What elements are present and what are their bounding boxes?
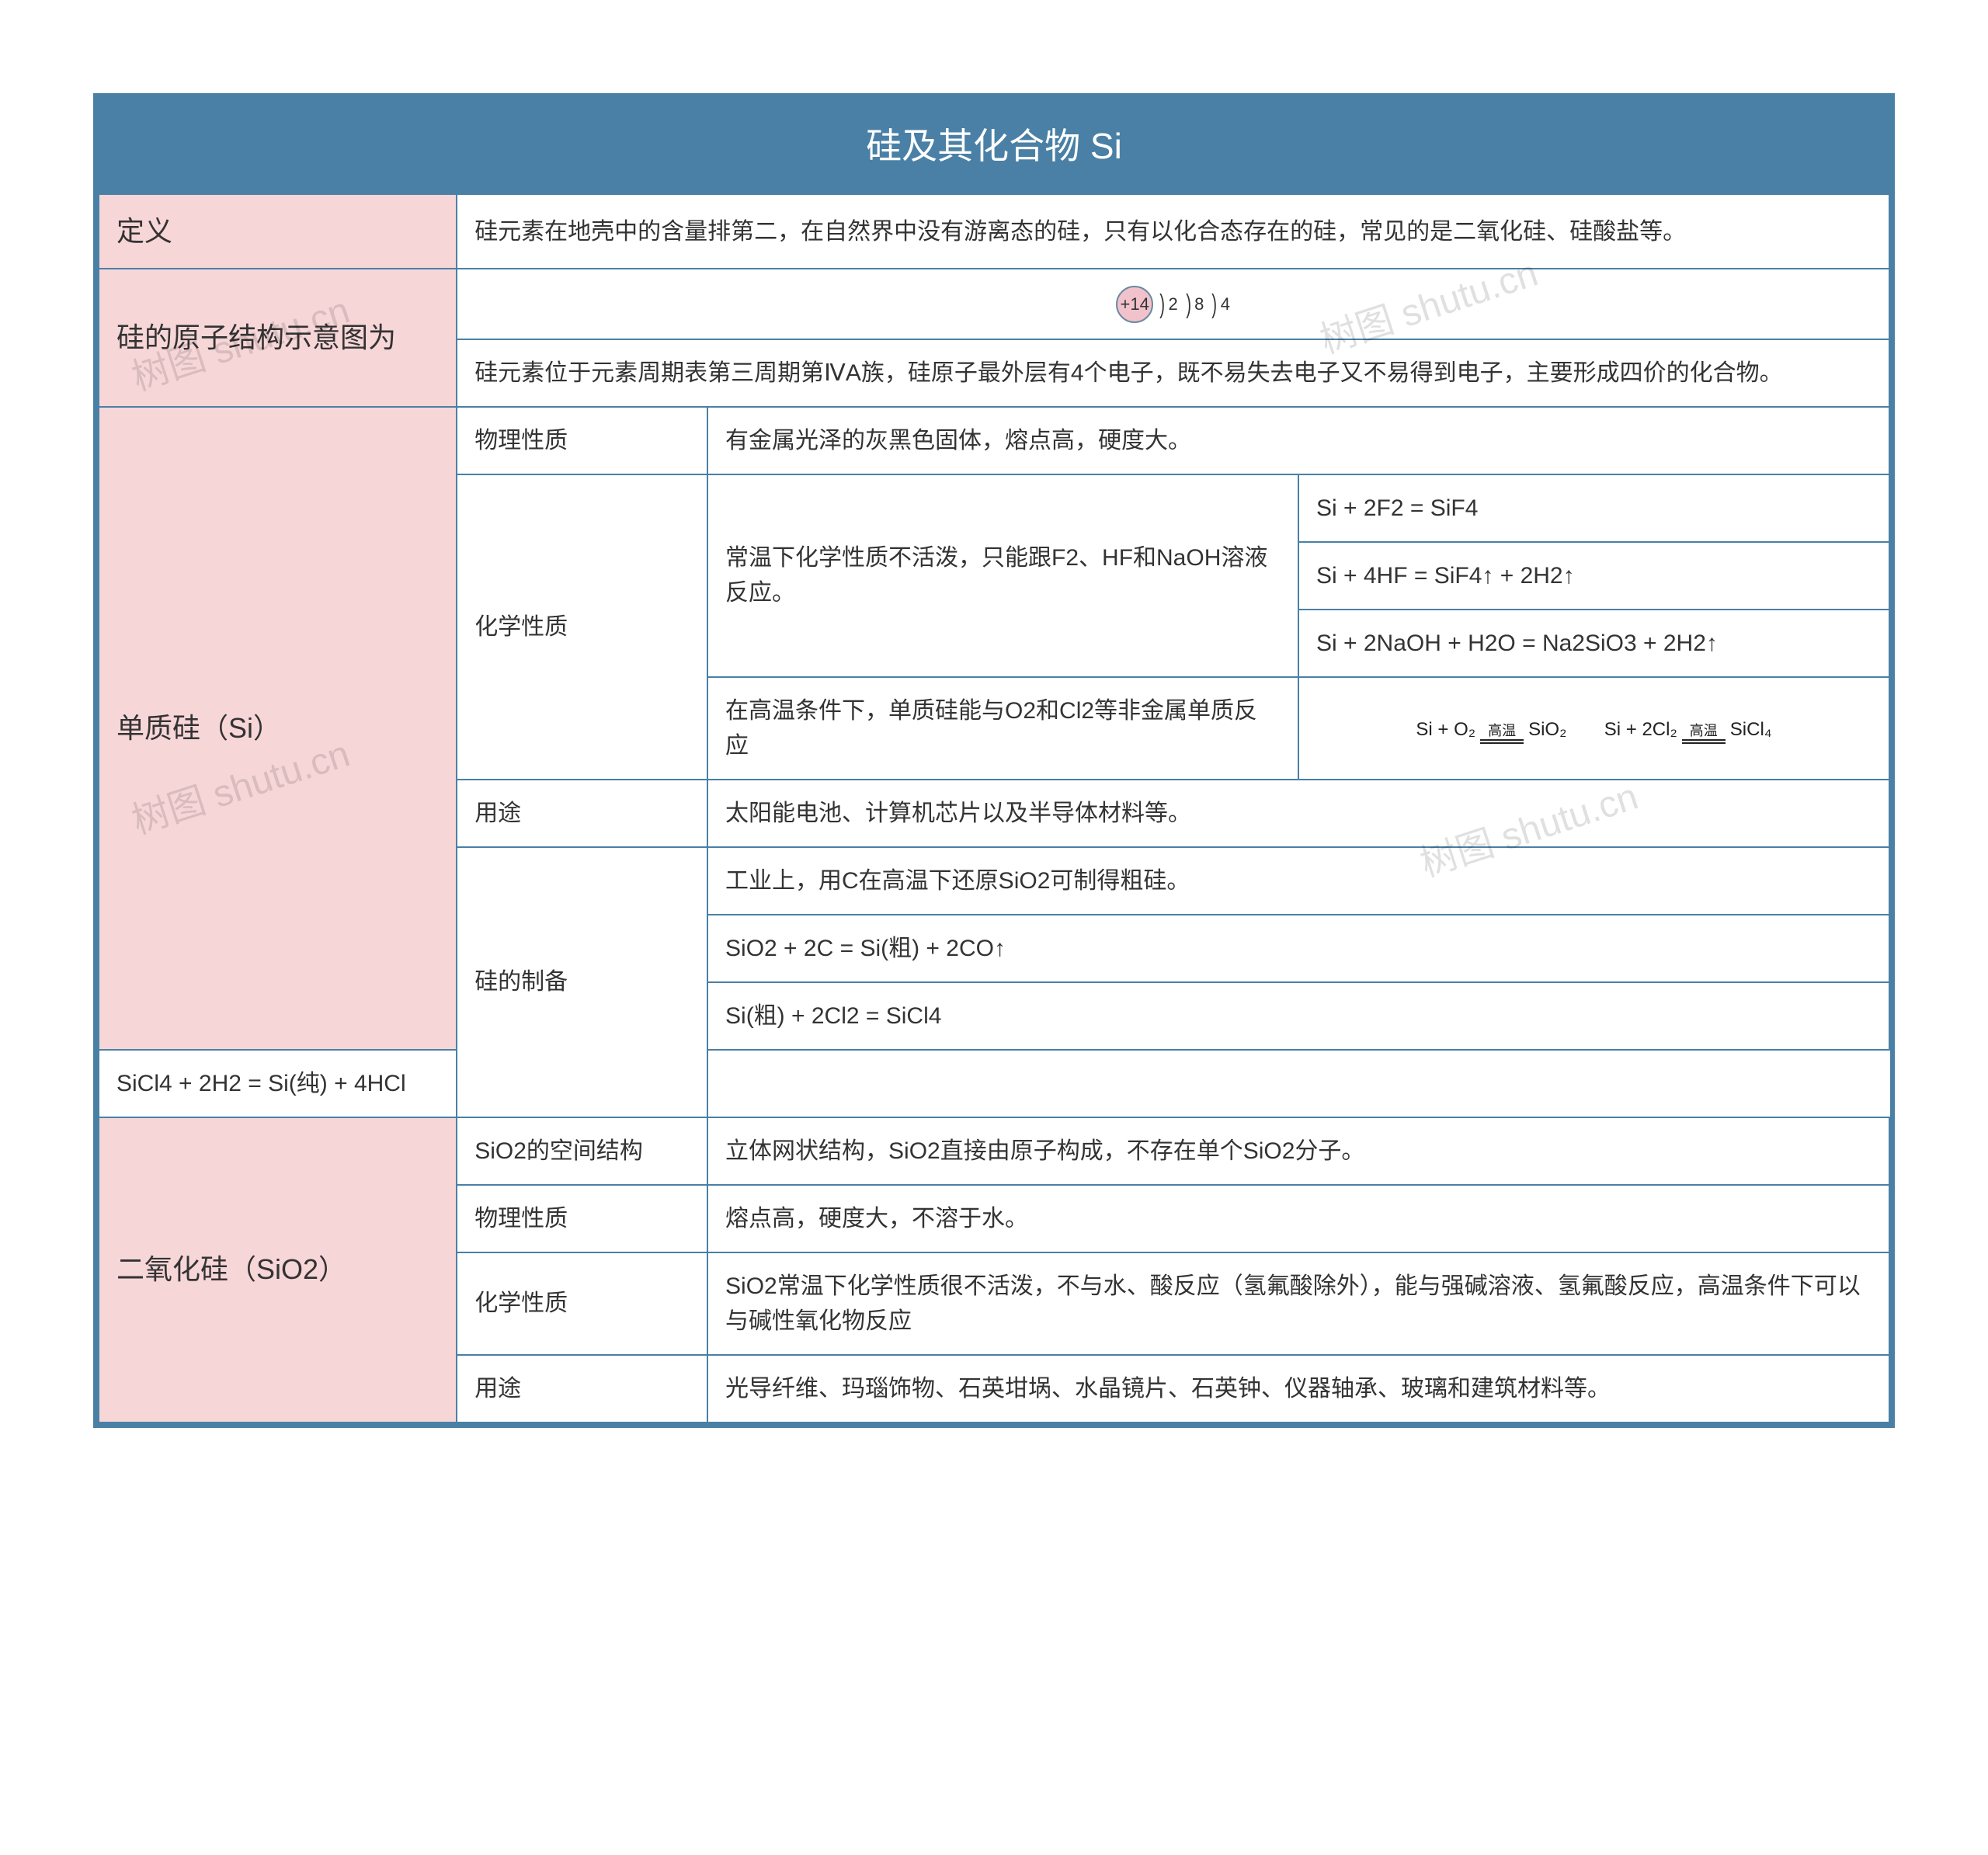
ht-eq2-rhs: SiCl₄ bbox=[1730, 716, 1772, 744]
atom-diagram-cell: +14 )2 )8 )4 bbox=[457, 269, 1889, 339]
sub-si-chemical: 化学性质 bbox=[457, 474, 707, 780]
sub-sio2-chemical: 化学性质 bbox=[457, 1252, 707, 1355]
content-sio2-structure: 立体网状结构，SiO2直接由原子构成，不存在单个SiO2分子。 bbox=[707, 1117, 1889, 1185]
shell-arc-icon: ) bbox=[1159, 291, 1165, 318]
shell-arc-icon: ) bbox=[1186, 291, 1191, 318]
si-prep-4: SiCl4 + 2H2 = Si(纯) + 4HCl bbox=[99, 1050, 707, 1117]
shell-2: 8 bbox=[1194, 291, 1204, 317]
ht-eq1-rhs: SiO₂ bbox=[1528, 716, 1566, 744]
content-si-use: 太阳能电池、计算机芯片以及半导体材料等。 bbox=[707, 780, 1889, 847]
si-prep-2: SiO2 + 2C = Si(粗) + 2CO↑ bbox=[707, 915, 1889, 982]
row-si-physical: 单质硅（Si） 物理性质 有金属光泽的灰黑色固体，熔点高，硬度大。 bbox=[99, 407, 1889, 474]
shell-3: 4 bbox=[1221, 291, 1230, 317]
ht-eq-2: Si + 2Cl₂ 高温 SiCl₄ bbox=[1604, 716, 1772, 744]
si-chem-ht-intro: 在高温条件下，单质硅能与O2和Cl2等非金属单质反应 bbox=[707, 677, 1298, 780]
ht-eq2-cond: 高温 bbox=[1682, 724, 1726, 744]
label-sio2: 二氧化硅（SiO2） bbox=[99, 1117, 457, 1423]
atom-diagram: +14 )2 )8 )4 bbox=[1116, 286, 1230, 323]
row-definition: 定义 硅元素在地壳中的含量排第二，在自然界中没有游离态的硅，只有以化合态存在的硅… bbox=[99, 194, 1889, 269]
sub-sio2-structure: SiO2的空间结构 bbox=[457, 1117, 707, 1185]
atom-nucleus: +14 bbox=[1116, 286, 1153, 323]
si-prep-1: 工业上，用C在高温下还原SiO2可制得粗硅。 bbox=[707, 847, 1889, 915]
si-prep-3: Si(粗) + 2Cl2 = SiCl4 bbox=[707, 982, 1889, 1050]
si-chem-rt-eq1: Si + 2F2 = SiF4 bbox=[1298, 474, 1889, 542]
si-chem-rt-eq3: Si + 2NaOH + H2O = Na2SiO3 + 2H2↑ bbox=[1298, 610, 1889, 677]
silicon-table: 硅及其化合物 Si 定义 硅元素在地壳中的含量排第二，在自然界中没有游离态的硅，… bbox=[98, 98, 1890, 1423]
content-sio2-physical: 熔点高，硬度大，不溶于水。 bbox=[707, 1185, 1889, 1252]
si-chem-ht-eqs: Si + O₂ 高温 SiO₂ Si + 2Cl₂ 高温 SiCl₄ bbox=[1298, 677, 1889, 780]
ht-eq1-cond-label: 高温 bbox=[1488, 724, 1516, 738]
label-definition: 定义 bbox=[99, 194, 457, 269]
shell-1: 2 bbox=[1169, 291, 1178, 317]
content-si-use-text: 太阳能电池、计算机芯片以及半导体材料等。 bbox=[725, 801, 1191, 826]
row-atom-diagram: 硅的原子结构示意图为 +14 )2 )8 )4 bbox=[99, 269, 1889, 339]
sub-si-use: 用途 bbox=[457, 780, 707, 847]
row-si-prep-4: SiCl4 + 2H2 = Si(纯) + 4HCl bbox=[99, 1050, 1889, 1117]
label-atom: 硅的原子结构示意图为 bbox=[99, 269, 457, 407]
row-sio2-structure: 二氧化硅（SiO2） SiO2的空间结构 立体网状结构，SiO2直接由原子构成，… bbox=[99, 1117, 1889, 1185]
sub-si-physical: 物理性质 bbox=[457, 407, 707, 474]
sub-sio2-physical: 物理性质 bbox=[457, 1185, 707, 1252]
table-title: 硅及其化合物 Si bbox=[99, 99, 1889, 194]
si-chem-rt-eq2: Si + 4HF = SiF4↑ + 2H2↑ bbox=[1298, 542, 1889, 610]
ht-eq-1: Si + O₂ 高温 SiO₂ bbox=[1416, 716, 1566, 744]
table-outline: 硅及其化合物 Si 定义 硅元素在地壳中的含量排第二，在自然界中没有游离态的硅，… bbox=[93, 93, 1895, 1428]
ht-eq2-cond-label: 高温 bbox=[1690, 724, 1718, 738]
label-atom-text: 硅的原子结构示意图为 bbox=[116, 321, 396, 353]
content-sio2-use: 光导纤维、玛瑙饰物、石英坩埚、水晶镜片、石英钟、仪器轴承、玻璃和建筑材料等。 bbox=[707, 1355, 1889, 1423]
shell-arc-icon: ) bbox=[1212, 291, 1218, 318]
si-chem-rt-intro: 常温下化学性质不活泼，只能跟F2、HF和NaOH溶液反应。 bbox=[707, 474, 1298, 677]
label-si-text: 单质硅（Si） bbox=[116, 712, 281, 744]
title-row: 硅及其化合物 Si bbox=[99, 99, 1889, 194]
ht-eq2-lhs: Si + 2Cl₂ bbox=[1604, 716, 1677, 744]
sub-sio2-use: 用途 bbox=[457, 1355, 707, 1423]
content-sio2-chemical: SiO2常温下化学性质很不活泼，不与水、酸反应（氢氟酸除外），能与强碱溶液、氢氟… bbox=[707, 1252, 1889, 1355]
atom-shells: )2 )8 )4 bbox=[1158, 291, 1230, 318]
ht-eq1-cond: 高温 bbox=[1480, 724, 1524, 744]
content-si-physical: 有金属光泽的灰黑色固体，熔点高，硬度大。 bbox=[707, 407, 1889, 474]
ht-eq1-lhs: Si + O₂ bbox=[1416, 716, 1475, 744]
atom-note: 硅元素位于元素周期表第三周期第ⅣA族，硅原子最外层有4个电子，既不易失去电子又不… bbox=[457, 339, 1889, 407]
label-si: 单质硅（Si） bbox=[99, 407, 457, 1050]
content-definition: 硅元素在地壳中的含量排第二，在自然界中没有游离态的硅，只有以化合态存在的硅，常见… bbox=[457, 194, 1889, 269]
